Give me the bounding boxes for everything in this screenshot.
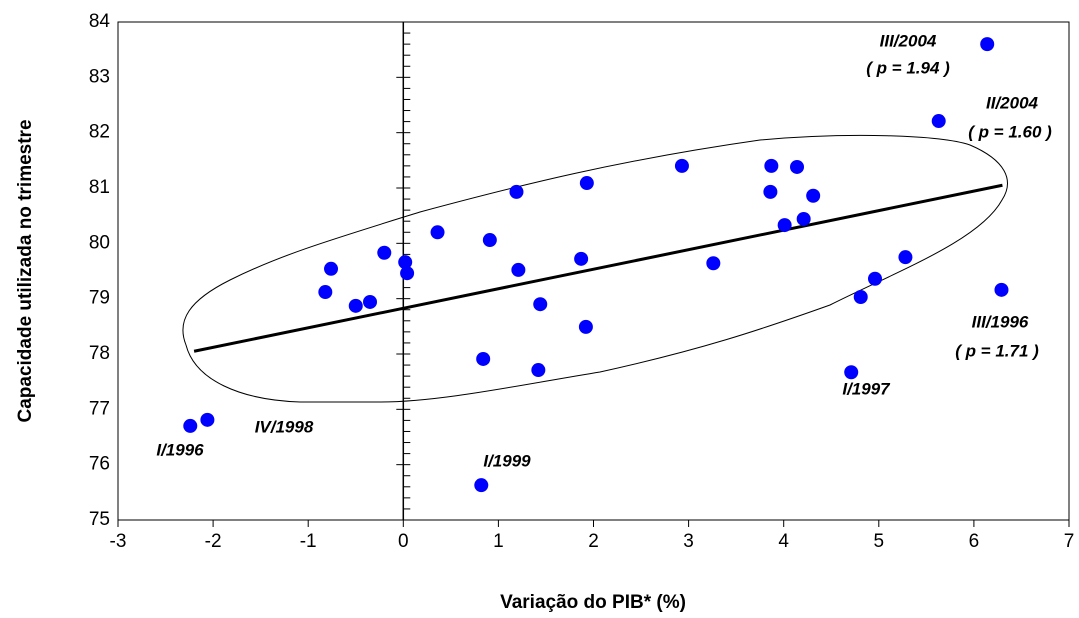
data-point [579, 176, 594, 191]
data-point [183, 418, 198, 433]
data-point [674, 158, 689, 173]
x-tick-label: -1 [300, 531, 317, 552]
data-point [533, 297, 548, 312]
plot-frame [117, 21, 1070, 521]
x-tick-label: 1 [493, 531, 504, 552]
annotation: I/1996 [156, 440, 204, 459]
data-point [398, 255, 413, 270]
data-point [867, 271, 882, 286]
annotation: ( p = 1.94 ) [866, 58, 950, 77]
y-tick-label: 79 [89, 288, 110, 309]
data-point [763, 184, 778, 199]
x-tick-label: 5 [874, 531, 885, 552]
y-tick-label: 84 [89, 11, 111, 32]
data-point [931, 114, 946, 129]
data-point [324, 261, 339, 276]
data-point [796, 211, 811, 226]
x-tick-label: -3 [110, 531, 127, 552]
data-point [474, 478, 489, 493]
y-axis-title: Capacidade utilizada no trimestre [15, 119, 36, 422]
data-point [318, 285, 333, 300]
y-tick-label: 83 [89, 66, 110, 87]
data-point [980, 37, 995, 52]
data-point [898, 250, 913, 265]
y-tick-label: 75 [89, 509, 110, 530]
x-axis-title: Variação do PIB* (%) [500, 592, 686, 613]
data-point [574, 251, 589, 266]
annotation: ( p = 1.71 ) [955, 341, 1039, 360]
y-tick-label: 81 [89, 177, 110, 198]
data-point [363, 294, 378, 309]
y-tick-label: 82 [89, 122, 110, 143]
trend-line [193, 183, 1003, 353]
data-point [578, 319, 593, 334]
data-point [377, 245, 392, 260]
data-point [853, 290, 868, 305]
ellipse-outline [182, 134, 1008, 403]
data-point [400, 266, 415, 281]
annotation: I/1997 [842, 379, 891, 398]
annotation: IV/1998 [255, 417, 314, 436]
data-point [200, 412, 215, 427]
annotation: III/1996 [972, 312, 1029, 331]
x-tick-label: 2 [588, 531, 599, 552]
data-point [482, 233, 497, 248]
y-tick-label: 80 [89, 232, 110, 253]
annotation: ( p = 1.60 ) [968, 122, 1052, 141]
data-point [430, 225, 445, 240]
data-point [790, 159, 805, 174]
y-tick-label: 76 [89, 454, 110, 475]
x-tick-label: 0 [398, 531, 409, 552]
y-tick-label: 77 [89, 398, 110, 419]
data-point [706, 256, 721, 271]
x-tick-label: 3 [683, 531, 694, 552]
annotation: II/2004 [986, 93, 1039, 112]
annotation: I/1999 [483, 451, 531, 470]
data-point [777, 218, 792, 233]
data-point [806, 188, 821, 203]
data-point [994, 282, 1009, 297]
data-point [531, 363, 546, 378]
data-point [476, 351, 491, 366]
annotation: III/2004 [880, 31, 937, 50]
data-point [511, 262, 526, 277]
x-tick-label: 7 [1064, 531, 1075, 552]
data-point [844, 365, 859, 380]
data-point [764, 158, 779, 173]
x-tick-label: -2 [205, 531, 222, 552]
data-point [509, 184, 524, 199]
y-tick-label: 78 [89, 343, 110, 364]
x-tick-label: 6 [969, 531, 980, 552]
data-point [348, 298, 363, 313]
x-tick-label: 4 [778, 531, 789, 552]
